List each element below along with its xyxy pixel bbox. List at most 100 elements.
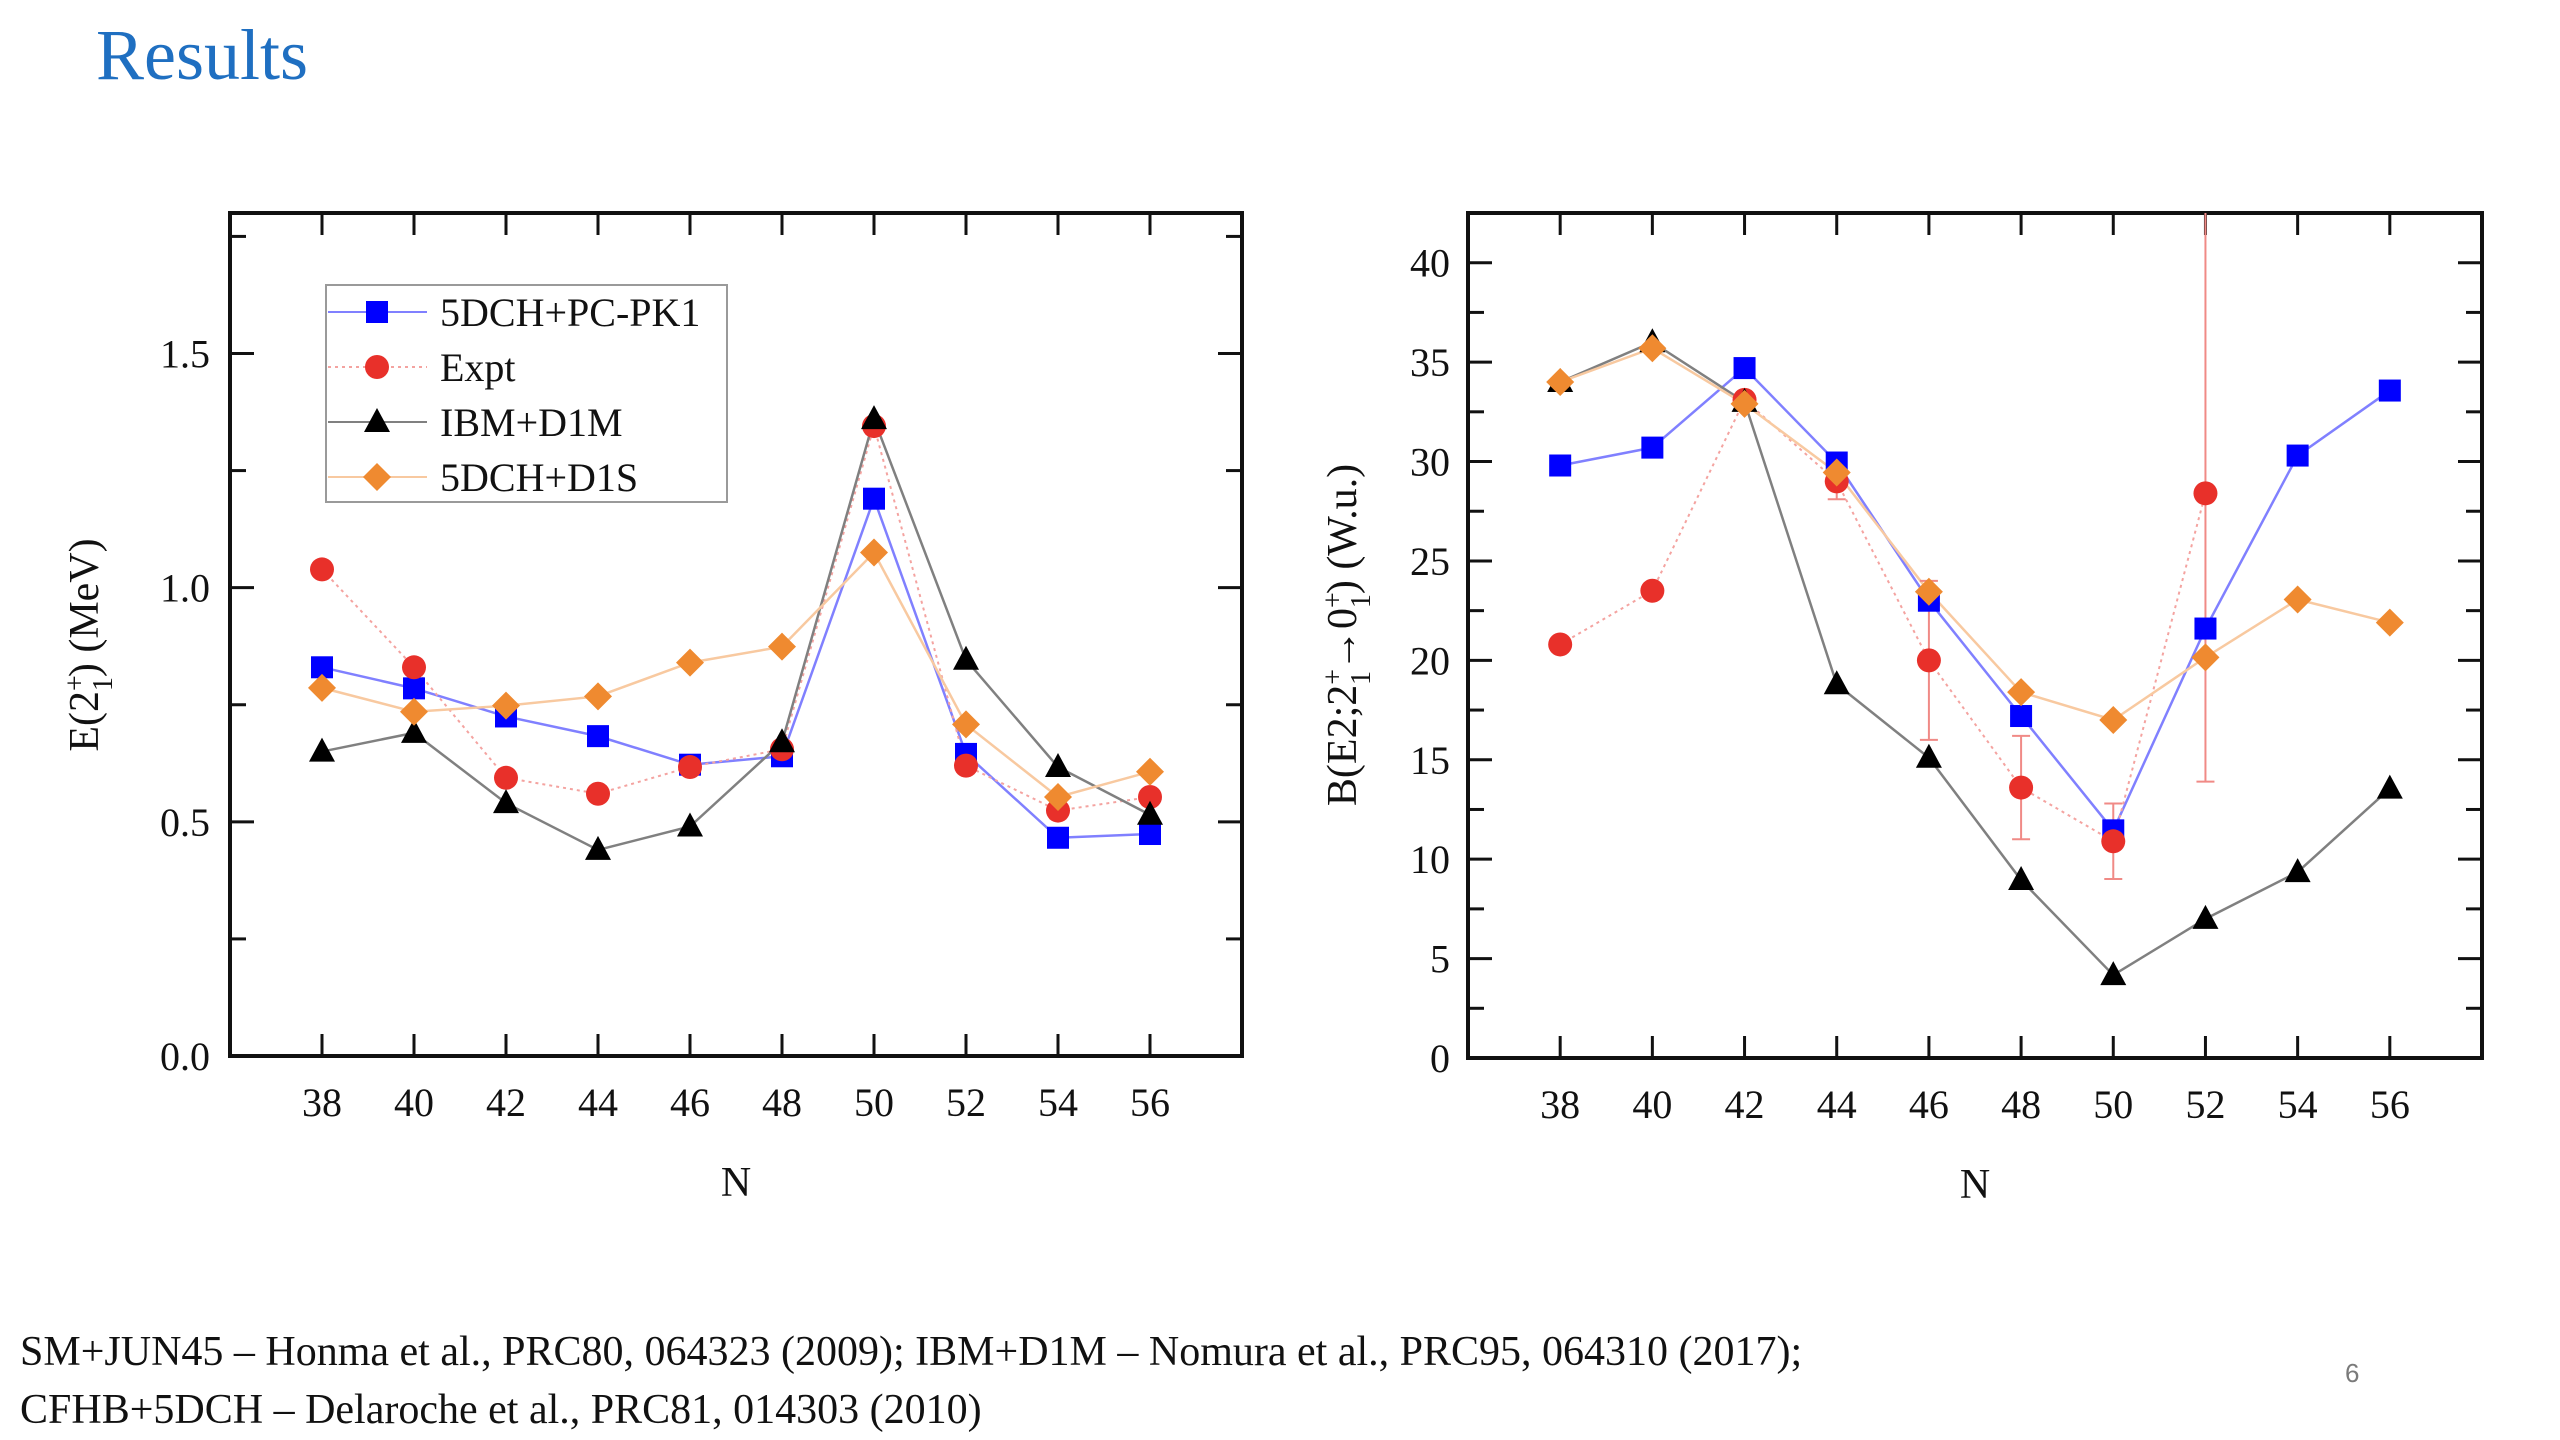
data-point-triangle <box>861 405 887 430</box>
x-tick-label: 38 <box>1540 1082 1580 1127</box>
data-point-circle <box>678 755 702 780</box>
data-point-square <box>1549 454 1572 477</box>
data-point-diamond <box>1730 389 1759 418</box>
legend-label: Expt <box>440 345 516 390</box>
y-tick-label: 5 <box>1430 937 1450 982</box>
data-point-circle <box>1640 578 1665 603</box>
x-tick-label: 50 <box>854 1080 894 1125</box>
data-point-circle <box>954 753 978 778</box>
x-tick-label: 40 <box>1632 1082 1672 1127</box>
data-point-square <box>1047 826 1069 849</box>
data-point-circle <box>1138 785 1162 810</box>
y-axis-label-part: E(2 <box>62 691 108 752</box>
data-point-diamond <box>860 538 888 567</box>
legend-label: 5DCH+PC-PK1 <box>440 290 700 335</box>
data-point-diamond <box>676 648 704 677</box>
data-point-square <box>587 725 609 748</box>
series-line-expt <box>1559 398 2207 843</box>
data-point-square <box>311 656 333 679</box>
legend-marker-triangle <box>364 408 390 432</box>
data-point-diamond <box>2375 608 2404 637</box>
legend-box <box>325 284 728 503</box>
data-point-triangle <box>1045 753 1071 778</box>
data-point-diamond <box>1044 783 1072 812</box>
data-point-triangle <box>2376 774 2403 799</box>
data-point-circle <box>1548 632 1573 657</box>
data-point-triangle <box>2100 961 2127 986</box>
y-axis-label-part: 1 <box>1346 671 1377 685</box>
slide-title: Results <box>96 15 309 95</box>
y-tick-label: 0.5 <box>160 800 210 845</box>
chart-excitation-energy: 38 40 42 44 46 48 50 52 54 56 0.0 0.5 1.0 1.5 N E(2+1) … <box>60 211 1244 1206</box>
series-line-ibm-d1m <box>321 415 1151 852</box>
data-point-diamond <box>2007 678 2036 707</box>
series-line-5dch-pc-pk1 <box>321 494 1151 840</box>
footer-reference-line-2: CFHB+5DCH – Delaroche et al., PRC81, 014… <box>20 1387 982 1433</box>
y-axis-label-part: + <box>1318 669 1349 685</box>
data-point-circle <box>2193 481 2218 506</box>
x-tick-label: 52 <box>2185 1082 2225 1127</box>
y-tick-label: 25 <box>1410 539 1450 584</box>
data-point-circle <box>2101 829 2126 854</box>
x-tick-label: 52 <box>946 1080 986 1125</box>
x-tick-label: 40 <box>394 1080 434 1125</box>
y-tick-label: 40 <box>1410 241 1450 286</box>
y-tick-label: 10 <box>1410 837 1450 882</box>
x-tick-label: 54 <box>2278 1082 2318 1127</box>
data-point-triangle <box>769 728 795 753</box>
data-point-diamond <box>1638 334 1667 363</box>
legend-marker-diamond <box>363 463 391 491</box>
y-tick-label: 30 <box>1410 440 1450 485</box>
data-point-diamond <box>1136 757 1164 786</box>
x-tick-label: 56 <box>2370 1082 2410 1127</box>
data-point-diamond <box>308 673 336 702</box>
y-axis-label-part: + <box>60 675 91 691</box>
series-line-5dch-d1s <box>1559 346 2391 722</box>
data-point-circle <box>494 765 518 790</box>
data-point-square <box>2378 379 2401 402</box>
y-axis-label: E(2+1) (MeV) <box>60 538 119 751</box>
y-axis-label-part: 1 <box>1346 594 1377 608</box>
y-axis-label-part: 1 <box>88 677 119 691</box>
y-axis-label: B(E2;2+1→0+1) (W.u.) <box>1318 464 1377 806</box>
y-axis-label-part: ) (W.u.) <box>1320 464 1366 594</box>
data-point-diamond <box>492 691 520 720</box>
data-point-diamond <box>400 697 428 726</box>
series-line-ibm-d1m <box>1559 340 2391 977</box>
x-tick-label: 38 <box>302 1080 342 1125</box>
chart-be2-transition: 38 40 42 44 46 48 50 52 54 56 0 5 10 15 20 25 30 35 40 N B(E… <box>1318 211 2484 1208</box>
page-number: 6 <box>2345 1358 2360 1388</box>
data-point-diamond <box>2283 585 2312 614</box>
data-point-square <box>1733 357 1756 380</box>
data-point-triangle <box>677 812 703 837</box>
data-point-diamond <box>768 632 796 661</box>
x-tick-label: 48 <box>2001 1082 2041 1127</box>
data-point-diamond <box>1914 577 1943 606</box>
data-point-square <box>403 677 425 700</box>
data-point-triangle <box>585 835 611 860</box>
y-tick-label: 15 <box>1410 738 1450 783</box>
x-tick-label: 48 <box>762 1080 802 1125</box>
x-tick-label: 42 <box>486 1080 526 1125</box>
data-point-triangle <box>1137 800 1163 825</box>
plot-frame <box>228 211 1244 1058</box>
y-axis-label-part: →0 <box>1320 608 1366 671</box>
plot-area <box>308 405 1164 860</box>
data-point-circle <box>2009 775 2034 800</box>
y-tick-label: 0 <box>1430 1036 1450 1081</box>
y-tick-label: 35 <box>1410 340 1450 385</box>
x-tick-label: 54 <box>1038 1080 1078 1125</box>
data-point-triangle <box>953 645 979 670</box>
x-axis-label: N <box>1960 1162 1990 1208</box>
y-axis-label-part: ) (MeV) <box>62 538 108 677</box>
x-tick-label: 50 <box>2093 1082 2133 1127</box>
legend-marker-square <box>366 301 388 323</box>
data-point-circle <box>1916 648 1941 673</box>
data-point-circle <box>402 655 426 680</box>
data-point-triangle <box>1915 743 1942 768</box>
plot-frame <box>1466 211 2484 1060</box>
data-point-diamond <box>1822 458 1851 487</box>
legend-marker-circle <box>365 355 389 379</box>
x-tick-label: 44 <box>578 1080 618 1125</box>
